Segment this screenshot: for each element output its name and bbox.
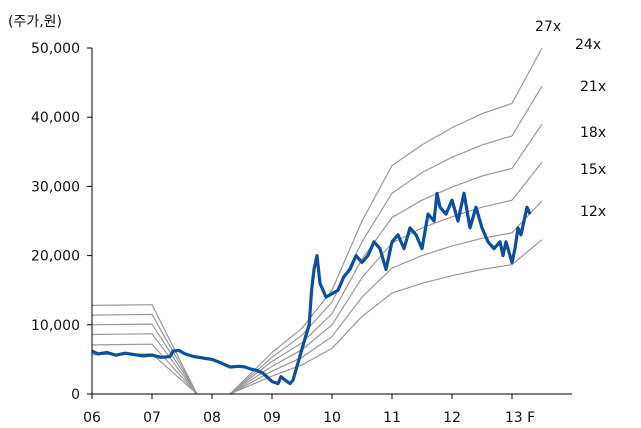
y-tick-label: 30,000: [31, 179, 80, 195]
x-tick-label: 08: [203, 410, 221, 426]
y-tick-label: 10,000: [31, 318, 80, 334]
per-band-label: 21x: [580, 79, 606, 95]
per-band-line: [91, 161, 543, 395]
y-tick-label: 0: [71, 387, 80, 403]
x-tick-label: 09: [263, 410, 281, 426]
x-tick-label: 06: [83, 410, 101, 426]
per-band-line: [91, 123, 543, 395]
x-tick-label: 13 F: [505, 410, 535, 426]
y-unit-label: (주가,원): [8, 14, 62, 30]
per-band-labels: 27x 24x 21x 18x 15x 12x: [535, 19, 606, 220]
y-tick-label: 40,000: [31, 110, 80, 126]
per-band-line: [91, 47, 543, 395]
per-band-line: [91, 200, 543, 395]
per-band-label: 12x: [580, 204, 606, 220]
per-band-label: 18x: [580, 125, 606, 141]
per-band-label: 24x: [575, 37, 601, 53]
per-band-lines: [91, 47, 543, 395]
y-axis-ticks: 50,000 40,000 30,000 20,000 10,000 0: [31, 41, 92, 403]
x-tick-label: 07: [143, 410, 161, 426]
per-band-line: [91, 85, 543, 395]
x-tick-label: 11: [383, 410, 401, 426]
per-band-label: 27x: [535, 19, 561, 35]
per-band-label: 15x: [580, 162, 606, 178]
x-axis-ticks: 06 07 08 09 10 11 12 13 F: [83, 394, 535, 426]
x-tick-label: 10: [323, 410, 341, 426]
stock-price-line: [91, 191, 532, 386]
y-tick-label: 50,000: [31, 41, 80, 57]
x-tick-label: 12: [443, 410, 461, 426]
y-tick-label: 20,000: [31, 249, 80, 265]
stock-price-series: [91, 191, 532, 386]
